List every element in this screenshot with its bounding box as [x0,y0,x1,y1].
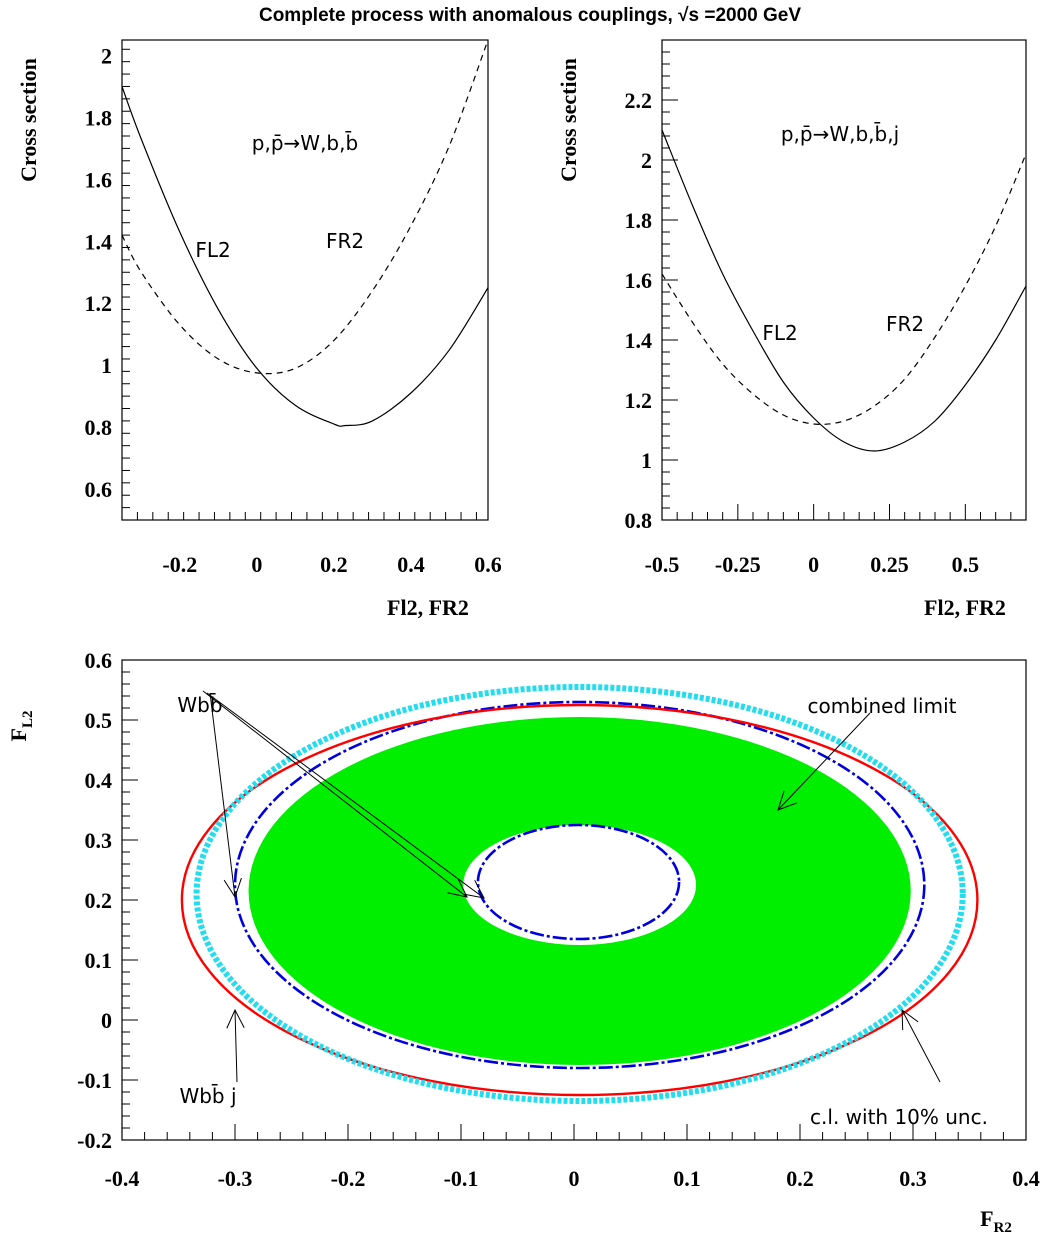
annotation-wbb: Wbb̄ [177,692,222,717]
annotation-arrowhead [447,878,468,898]
x-axis-label: FR2 [980,1206,1012,1236]
x-tick-label: -0.1 [444,1166,479,1191]
series-line-fr2 [662,153,1026,425]
annotation-arrow [901,1009,941,1083]
x-tick-label: 0.1 [673,1166,701,1191]
x-tick-label: 0 [569,1166,580,1191]
panel-top-right: -0.5 -0.25 0 0.25 0.5 0.8 1 1.2 1.4 1.6 1.8 2 2.2 p,p… [556,39,1027,620]
y-tick-label: 2 [101,43,112,68]
annotation-arrowhead [777,790,797,811]
y-tick-label: 1.8 [85,105,113,130]
y-tick-label: 1 [641,448,652,473]
annotation-arrow [202,690,468,898]
y-tick-label: 0.8 [85,415,113,440]
annotation-arrowhead [223,877,242,899]
y-tick-label: -0.1 [77,1068,112,1093]
y-axis-label: FL2 [6,711,36,742]
series-line-fr2 [122,40,488,375]
x-tick-label: -0.4 [105,1166,140,1191]
series-label-fl2: FL2 [195,238,230,262]
x-tick-label: -0.2 [331,1166,366,1191]
x-axis-label: Fl2, FR2 [924,595,1006,620]
y-tick-label: 0.6 [85,648,113,673]
y-tick-label: 1.8 [625,208,653,233]
plot-frame [661,39,1027,521]
annotation-arrowhead [901,1008,919,1031]
x-tick-label: -0.5 [645,552,680,577]
series-line-fl2 [662,129,1026,452]
y-tick-label: 0.4 [85,768,113,793]
annotation-arrow [209,692,236,898]
annotation-arrow [777,712,871,811]
x-tick-label: 0.4 [397,552,425,577]
annotation-arrowhead [226,1008,245,1029]
series-line-fl2 [122,86,488,427]
contour-1 [476,823,681,941]
y-tick-label: 0.5 [85,708,113,733]
combined-limit-region [248,717,911,1065]
figure-title: Complete process with anomalous coupling… [259,5,801,26]
contour-3 [193,684,966,1104]
y-axis-label: Cross section [556,58,581,182]
y-tick-label: 1 [101,353,112,378]
y-tick-label: 1.4 [85,229,113,254]
y-tick-label: 1.4 [625,328,653,353]
process-label: p,p̄→W,b,b̄,j [781,121,899,146]
plot-frame [121,39,489,521]
y-tick-label: 0 [101,1008,112,1033]
y-tick-label: 2.2 [625,88,653,113]
x-tick-label: 0.2 [320,552,348,577]
y-tick-label: 0.8 [625,508,653,533]
y-axis-label: Cross section [16,58,41,182]
x-tick-label: -0.25 [715,552,761,577]
contour-2 [180,703,979,1097]
y-tick-label: 0.3 [85,828,113,853]
x-tick-label: 0 [251,552,262,577]
y-tick-label: 1.6 [625,268,653,293]
annotation-arrow [234,1009,238,1083]
x-tick-label: -0.3 [218,1166,253,1191]
x-tick-label: 0.4 [1012,1166,1040,1191]
y-tick-label: 1.2 [85,291,113,316]
series-label-fr2: FR2 [886,312,924,336]
x-tick-label: 0.5 [952,552,980,577]
x-tick-label: 0.6 [474,552,502,577]
y-tick-label: 0.1 [85,948,113,973]
y-tick-label: 1.6 [85,167,113,192]
x-tick-label: 0.3 [899,1166,927,1191]
x-tick-label: 0.25 [870,552,909,577]
y-tick-label: 2 [641,148,652,173]
y-tick-label: 1.2 [625,388,653,413]
region-mask [123,661,248,1139]
x-tick-label: 0 [808,552,819,577]
annotation-cl-10pct: c.l. with 10% unc. [810,1105,988,1129]
y-tick-label: -0.2 [77,1128,112,1153]
y-tick-label: 0.6 [85,477,113,502]
process-label: p,p̄→W,b,b̄ [252,130,358,155]
x-tick-label: -0.2 [162,552,197,577]
y-tick-label: 0.2 [85,888,113,913]
x-axis-label: Fl2, FR2 [387,595,469,620]
panel-top-left: -0.2 0 0.2 0.4 0.6 0.6 0.8 1 1.2 1.4 1.6 1.8 2 p,p̄→W… [16,39,502,620]
annotation-wbbj: Wbb̄ j [179,1083,236,1108]
panel-bottom-contour: -0.4 -0.3 -0.2 -0.1 0 0.1 0.2 0.3 0.4 -0.2 -0.1 0 0.… [6,648,1040,1236]
series-label-fr2: FR2 [326,229,364,253]
x-tick-label: 0.2 [786,1166,814,1191]
annotation-combined-limit: combined limit [808,694,957,718]
series-label-fl2: FL2 [762,321,797,345]
annotation-arrowhead [464,880,485,899]
annotation-arrow [206,692,485,899]
contour-0 [233,700,926,1070]
